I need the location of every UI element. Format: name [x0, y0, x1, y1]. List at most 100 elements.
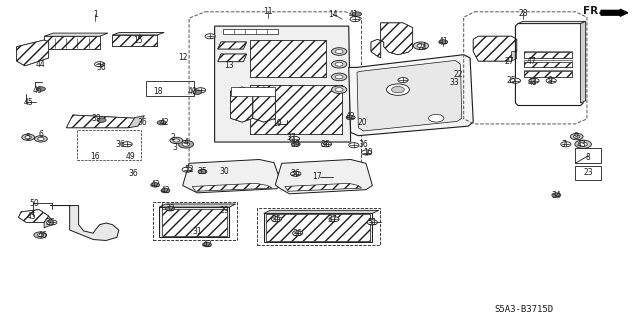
Text: 36: 36: [45, 218, 56, 227]
Text: 41: 41: [438, 37, 448, 46]
Polygon shape: [67, 115, 135, 128]
Bar: [147, 81, 194, 96]
Circle shape: [157, 121, 166, 125]
Circle shape: [193, 90, 202, 94]
Circle shape: [291, 171, 301, 176]
Polygon shape: [524, 52, 572, 58]
Circle shape: [95, 62, 105, 67]
Bar: [77, 130, 141, 160]
Circle shape: [561, 142, 571, 147]
Polygon shape: [524, 71, 572, 77]
Circle shape: [573, 135, 580, 138]
Text: 39: 39: [291, 140, 301, 149]
Text: 42: 42: [159, 117, 169, 127]
Text: 2: 2: [171, 133, 175, 142]
Circle shape: [36, 87, 45, 91]
Polygon shape: [230, 87, 253, 122]
Text: 20: 20: [358, 118, 367, 128]
Polygon shape: [473, 36, 516, 61]
Polygon shape: [266, 214, 371, 241]
Text: 35: 35: [272, 215, 282, 224]
Text: 37: 37: [286, 133, 296, 142]
Circle shape: [35, 136, 47, 142]
Text: 46: 46: [32, 86, 42, 95]
Polygon shape: [264, 210, 379, 213]
Text: 49: 49: [125, 152, 135, 161]
Text: 9: 9: [547, 76, 552, 85]
Polygon shape: [182, 160, 282, 193]
Text: 34: 34: [552, 190, 561, 200]
Text: 29: 29: [220, 206, 229, 215]
Text: 42: 42: [161, 186, 170, 195]
Polygon shape: [44, 33, 108, 36]
Text: 36: 36: [320, 140, 330, 149]
Circle shape: [387, 84, 410, 95]
Circle shape: [346, 115, 355, 120]
Polygon shape: [44, 216, 55, 228]
Polygon shape: [250, 41, 326, 77]
Text: 14: 14: [328, 11, 337, 19]
Text: 8: 8: [586, 153, 591, 162]
Text: 25: 25: [507, 76, 516, 85]
Polygon shape: [192, 183, 272, 191]
Text: 36: 36: [291, 169, 301, 178]
Text: 23: 23: [584, 168, 593, 177]
Text: 48: 48: [528, 78, 538, 87]
Text: 28: 28: [518, 9, 528, 18]
Circle shape: [335, 62, 343, 66]
Text: 15: 15: [133, 36, 143, 45]
Circle shape: [439, 40, 448, 44]
Polygon shape: [218, 42, 246, 49]
Circle shape: [367, 220, 378, 225]
Bar: [524, 60, 572, 67]
Polygon shape: [159, 204, 236, 207]
Polygon shape: [44, 36, 100, 49]
Circle shape: [575, 140, 591, 148]
Polygon shape: [214, 26, 351, 142]
Text: 27: 27: [504, 57, 514, 66]
Text: 36: 36: [116, 140, 125, 149]
Text: 22: 22: [453, 70, 463, 79]
Circle shape: [529, 78, 539, 83]
Circle shape: [166, 206, 174, 211]
FancyArrow shape: [601, 9, 628, 16]
Text: 13: 13: [225, 61, 234, 70]
Text: 35: 35: [198, 167, 207, 176]
Circle shape: [413, 42, 429, 50]
Text: 50: 50: [29, 199, 39, 208]
Bar: [250, 41, 326, 77]
Polygon shape: [275, 160, 372, 194]
Circle shape: [122, 142, 132, 147]
Polygon shape: [159, 207, 229, 237]
Polygon shape: [580, 21, 586, 103]
Text: 7: 7: [561, 140, 566, 149]
Polygon shape: [113, 35, 157, 46]
Circle shape: [350, 17, 360, 22]
Text: 42: 42: [150, 181, 160, 189]
Circle shape: [170, 137, 182, 144]
Text: 17: 17: [312, 173, 322, 182]
Text: 32: 32: [165, 204, 175, 213]
Text: 37: 37: [328, 215, 338, 224]
Polygon shape: [230, 87, 253, 122]
Polygon shape: [218, 54, 246, 62]
Bar: [524, 70, 572, 77]
Circle shape: [546, 78, 556, 83]
Circle shape: [202, 242, 211, 247]
Text: 36: 36: [138, 118, 147, 127]
Text: 18: 18: [153, 87, 163, 96]
Text: 4: 4: [184, 137, 188, 146]
Text: 19: 19: [272, 119, 282, 129]
Bar: [230, 87, 275, 96]
Circle shape: [510, 78, 520, 83]
Circle shape: [198, 169, 207, 174]
Text: 42: 42: [202, 240, 212, 249]
Circle shape: [289, 136, 300, 141]
Text: 39: 39: [92, 114, 101, 123]
Polygon shape: [44, 36, 100, 49]
Circle shape: [429, 115, 444, 122]
Circle shape: [271, 217, 282, 222]
Polygon shape: [113, 33, 164, 35]
Polygon shape: [511, 51, 516, 61]
Text: 40: 40: [188, 87, 198, 96]
